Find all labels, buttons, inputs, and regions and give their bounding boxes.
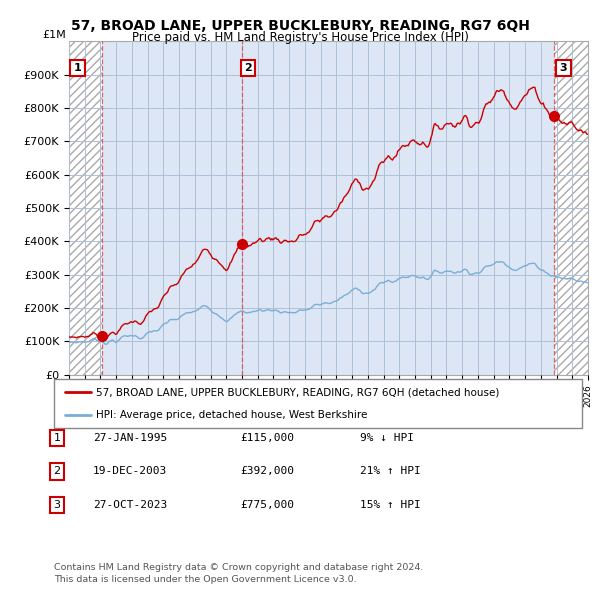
Text: 1: 1 (53, 433, 61, 442)
Text: 2: 2 (244, 63, 251, 73)
Text: 9% ↓ HPI: 9% ↓ HPI (360, 433, 414, 442)
Text: 1: 1 (74, 63, 82, 73)
Text: 15% ↑ HPI: 15% ↑ HPI (360, 500, 421, 510)
Text: This data is licensed under the Open Government Licence v3.0.: This data is licensed under the Open Gov… (54, 575, 356, 584)
Text: £1M: £1M (43, 30, 67, 40)
Text: 3: 3 (560, 63, 568, 73)
Text: 21% ↑ HPI: 21% ↑ HPI (360, 467, 421, 476)
FancyBboxPatch shape (54, 379, 582, 428)
Text: 27-JAN-1995: 27-JAN-1995 (93, 433, 167, 442)
Text: £115,000: £115,000 (240, 433, 294, 442)
Bar (554, 41, 588, 375)
Text: 57, BROAD LANE, UPPER BUCKLEBURY, READING, RG7 6QH (detached house): 57, BROAD LANE, UPPER BUCKLEBURY, READIN… (96, 388, 500, 398)
Text: 3: 3 (53, 500, 61, 510)
Text: 27-OCT-2023: 27-OCT-2023 (93, 500, 167, 510)
Text: 19-DEC-2003: 19-DEC-2003 (93, 467, 167, 476)
Text: 2: 2 (53, 467, 61, 476)
Text: £392,000: £392,000 (240, 467, 294, 476)
Text: 57, BROAD LANE, UPPER BUCKLEBURY, READING, RG7 6QH: 57, BROAD LANE, UPPER BUCKLEBURY, READIN… (71, 19, 529, 33)
Text: £775,000: £775,000 (240, 500, 294, 510)
Bar (69, 41, 101, 375)
Text: Price paid vs. HM Land Registry's House Price Index (HPI): Price paid vs. HM Land Registry's House … (131, 31, 469, 44)
Text: Contains HM Land Registry data © Crown copyright and database right 2024.: Contains HM Land Registry data © Crown c… (54, 563, 424, 572)
Text: HPI: Average price, detached house, West Berkshire: HPI: Average price, detached house, West… (96, 409, 368, 419)
